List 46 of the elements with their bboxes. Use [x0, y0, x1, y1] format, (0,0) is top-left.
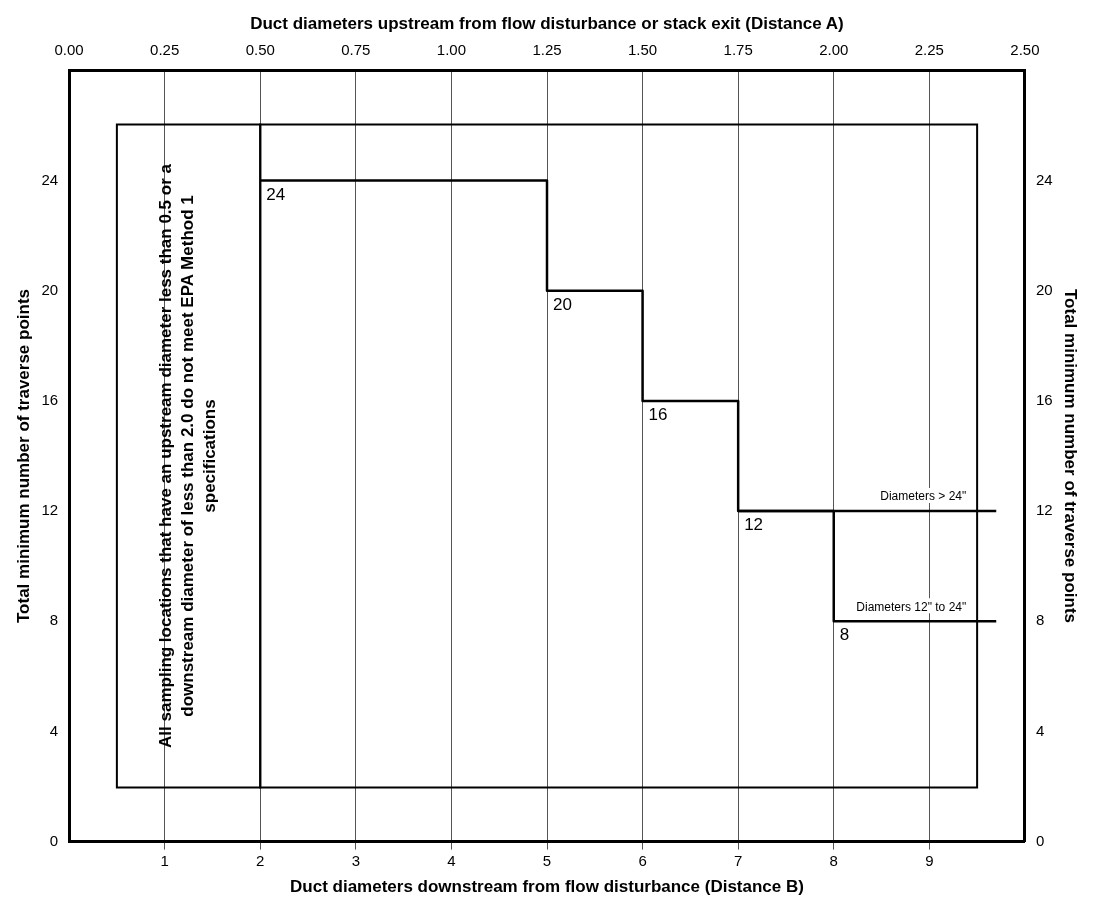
y2-tick-label: 4	[1035, 721, 1045, 739]
y2-axis-title: Total minimum number of traverse points	[1061, 288, 1081, 624]
y-tick-label: 8	[49, 611, 59, 629]
x-tick-label: 7	[733, 851, 743, 869]
y-tick-label: 20	[41, 280, 59, 298]
x2-tick-label: 0.25	[150, 40, 180, 58]
x2-tick-label: 1.50	[627, 40, 658, 58]
data-label: 20	[553, 294, 572, 314]
x2-tick-label: 1.25	[532, 40, 562, 58]
y2-tick-label: 8	[1035, 611, 1045, 629]
x-tick-label: 3	[351, 851, 361, 869]
x-tick-label: 4	[447, 851, 456, 869]
x-axis-title: Duct diameters downstream from flow disturbance (Distance B)	[290, 877, 804, 897]
data-label: 16	[648, 405, 668, 425]
series-label: Diameters 12" to 24"	[856, 599, 967, 614]
y-tick-label: 0	[49, 831, 59, 849]
x2-tick-label: 1.75	[723, 40, 753, 58]
x2-tick-label: 1.00	[436, 40, 467, 58]
x2-tick-label: 0.75	[341, 40, 371, 58]
x2-tick-label: 0.50	[245, 40, 275, 58]
x-tick-label: 6	[638, 851, 647, 869]
x-tick-label: 9	[925, 851, 934, 869]
y2-tick-label: 24	[1035, 170, 1053, 188]
data-label: 24	[266, 184, 286, 204]
data-label: 12	[744, 515, 764, 535]
x2-axis-title: Duct diameters upstream from flow disturbance or stack exit (Distance A)	[250, 13, 844, 33]
y-tick-label: 16	[41, 391, 59, 409]
x-tick-label: 1	[160, 851, 169, 869]
x2-tick-label: 0.00	[54, 40, 84, 58]
x-tick-label: 8	[829, 851, 838, 869]
data-label: 8	[839, 625, 850, 645]
x2-tick-label: 2.00	[819, 40, 849, 58]
y-axis-title: Total minimum number of traverse points	[13, 288, 33, 624]
y2-tick-label: 0	[1035, 831, 1045, 849]
y-tick-label: 12	[41, 501, 59, 519]
y2-tick-label: 16	[1035, 391, 1053, 409]
x-tick-label: 2	[256, 851, 265, 869]
y2-tick-label: 12	[1035, 501, 1053, 519]
x2-tick-label: 2.25	[914, 40, 944, 58]
y2-tick-label: 20	[1035, 280, 1053, 298]
y-tick-label: 4	[49, 721, 59, 739]
x2-tick-label: 2.50	[1010, 40, 1040, 58]
y-tick-label: 24	[41, 170, 59, 188]
annotation: All sampling locations that have an upstream diameter less than 0.5 or a downstream diameter of less than 2.0 do not meet EPA Method 1 specifications	[156, 163, 220, 748]
x-tick-label: 5	[542, 851, 552, 869]
series-label: Diameters > 24"	[880, 489, 967, 504]
